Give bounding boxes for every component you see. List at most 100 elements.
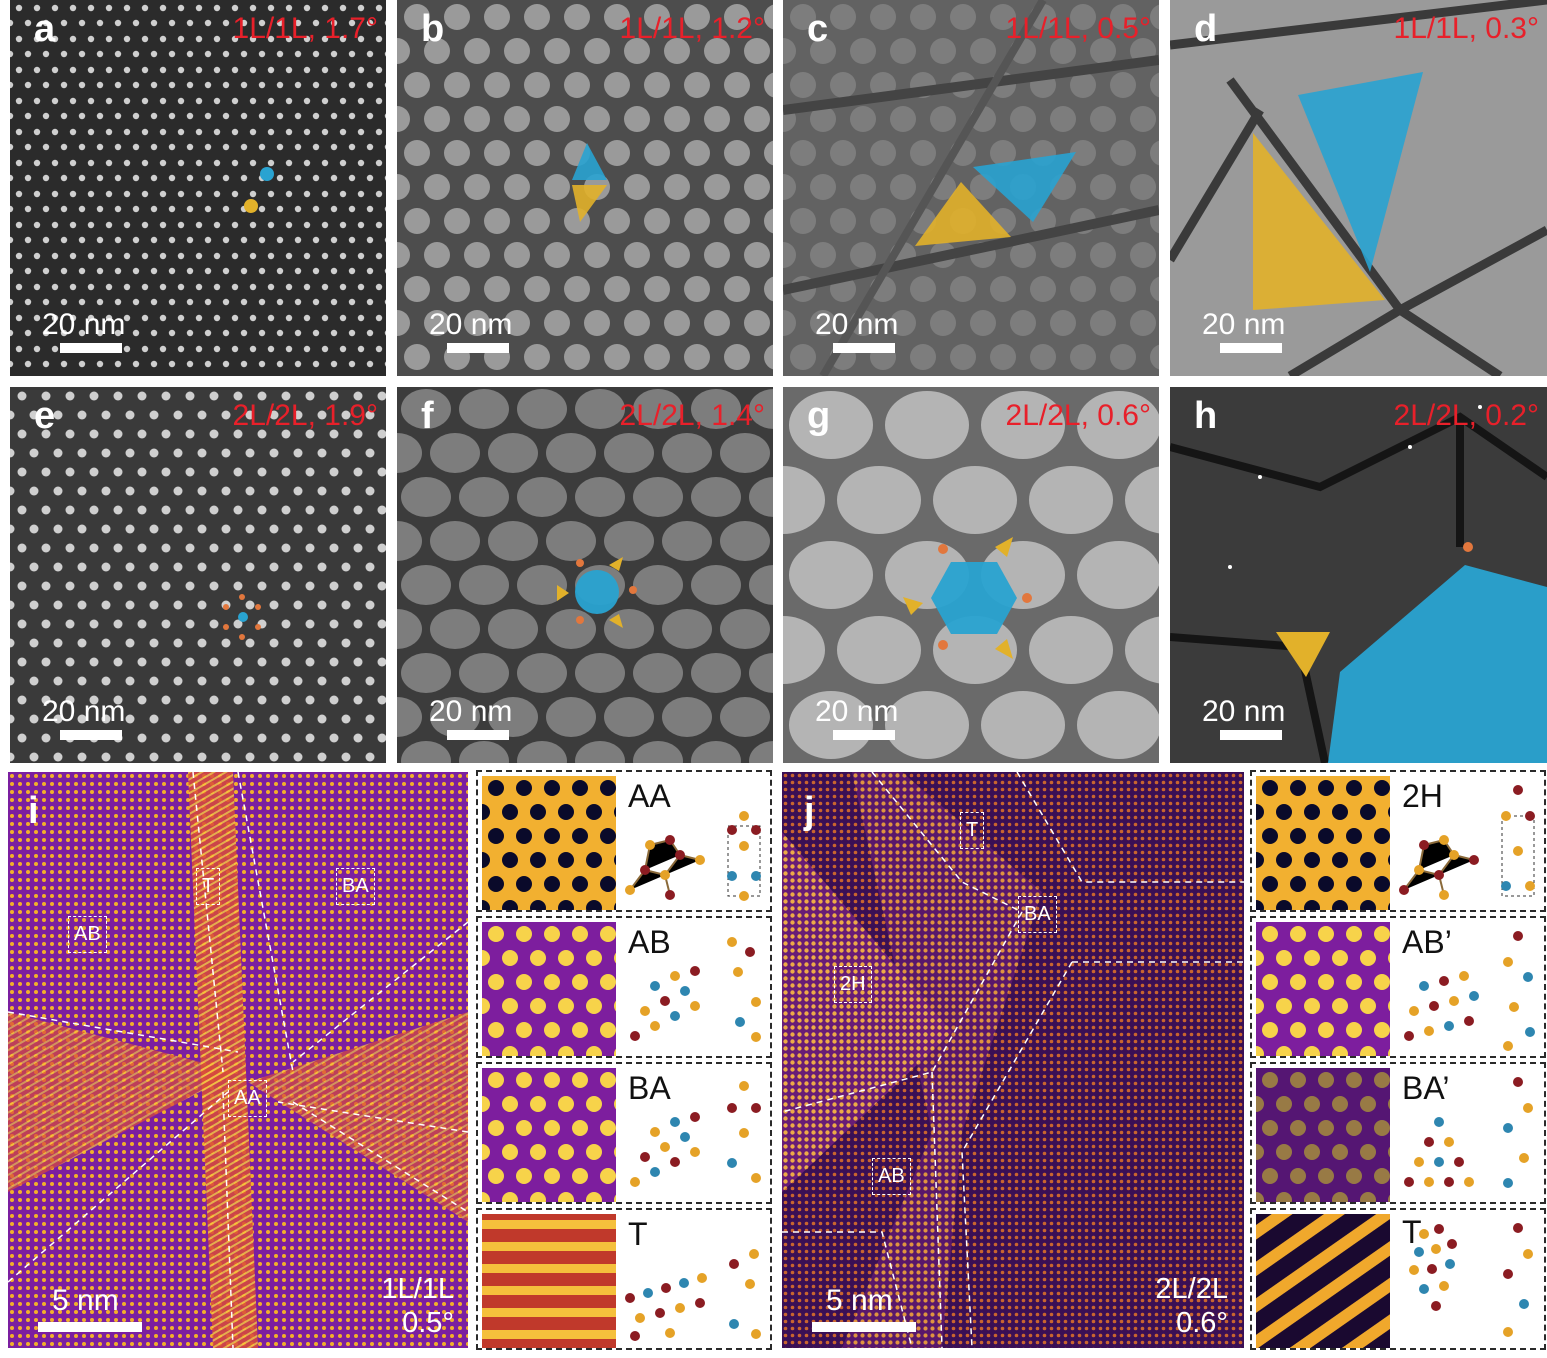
side-view-model bbox=[1503, 1223, 1533, 1337]
stacking-label: AB bbox=[628, 924, 671, 960]
panel-letter: a bbox=[34, 8, 56, 50]
scale-bar bbox=[38, 1322, 142, 1332]
blue-domain-hexagon bbox=[575, 570, 619, 614]
yellow-domain-triangle bbox=[995, 639, 1013, 659]
panel-annotation: 2L/2L, 1.9° bbox=[232, 399, 378, 432]
scale-bar bbox=[812, 1322, 916, 1332]
panel-annotation: 2L/2L, 0.6° bbox=[1005, 399, 1151, 432]
twist-angle: 0.5° bbox=[402, 1307, 454, 1339]
inset-aa: AA bbox=[476, 770, 772, 912]
blue-domain-hexagon bbox=[931, 562, 1017, 634]
scale-bar bbox=[60, 343, 122, 353]
panel-annotation: 1L/1L, 1.7° bbox=[232, 12, 378, 45]
panel-annotation: 1L/1L, 1.2° bbox=[619, 12, 765, 45]
panel-letter: g bbox=[807, 395, 831, 437]
stacking-label: T bbox=[628, 1216, 648, 1252]
inset-image bbox=[482, 1068, 616, 1202]
side-view-model bbox=[1503, 1077, 1533, 1188]
inset-image bbox=[482, 1214, 616, 1348]
yellow-domain-triangle bbox=[557, 585, 569, 601]
yellow-domain-triangle bbox=[903, 597, 923, 615]
scale-bar bbox=[447, 730, 509, 740]
scale-bar bbox=[447, 343, 509, 353]
inset-image bbox=[1256, 1214, 1390, 1348]
vertex-marker bbox=[223, 624, 229, 630]
vertex-marker bbox=[239, 634, 245, 640]
inset-ab-prime: AB’ bbox=[1250, 916, 1546, 1058]
region-label-t: T bbox=[196, 868, 221, 905]
panel-letter: c bbox=[807, 8, 829, 50]
side-view-model bbox=[729, 1249, 761, 1339]
yellow-domain-triangle bbox=[1276, 632, 1330, 677]
blue-domain-marker bbox=[260, 167, 274, 181]
atomic-model bbox=[625, 1273, 707, 1341]
vertex-marker bbox=[576, 559, 584, 567]
panel-annotation: 1L/1L, 0.3° bbox=[1393, 12, 1539, 45]
region-label-ba: BA bbox=[336, 868, 375, 905]
yellow-domain-triangle bbox=[1253, 133, 1385, 310]
panel-h: h 2L/2L, 0.2° 20 nm bbox=[1170, 387, 1547, 763]
panel-a: a 1L/1L, 1.7° 20 nm bbox=[10, 0, 386, 376]
scale-bar-label: 20 nm bbox=[1202, 695, 1286, 728]
vertex-marker bbox=[938, 640, 948, 650]
scale-bar bbox=[60, 730, 122, 740]
stem-image bbox=[10, 387, 386, 763]
scale-bar-label: 20 nm bbox=[815, 695, 899, 728]
inset-ab: AB bbox=[476, 916, 772, 1058]
inset-ba-prime: BA’ bbox=[1250, 1062, 1546, 1204]
panel-annotation: 2L/2L, 1.4° bbox=[619, 399, 765, 432]
stacking-label: BA’ bbox=[1402, 1070, 1450, 1106]
inset-t: T bbox=[476, 1208, 772, 1350]
vertex-marker bbox=[1463, 542, 1473, 552]
stacking-label: AA bbox=[628, 778, 671, 814]
atomic-model bbox=[1404, 1117, 1474, 1187]
side-view-model bbox=[1503, 931, 1535, 1051]
stack-label: 1L/1L bbox=[381, 1273, 454, 1305]
panel-letter: d bbox=[1194, 8, 1218, 50]
inset-image bbox=[482, 922, 616, 1056]
region-label-ab: AB bbox=[68, 916, 107, 953]
panel-letter: b bbox=[421, 8, 445, 50]
panel-j-image: j T BA 2H AB 5 nm 2L/2L 0.6° bbox=[782, 772, 1244, 1348]
vertex-marker bbox=[938, 544, 948, 554]
scale-bar bbox=[833, 730, 895, 740]
panel-annotation: 1L/1L, 0.5° bbox=[1005, 12, 1151, 45]
atomic-model bbox=[625, 835, 705, 900]
scale-bar-label: 20 nm bbox=[42, 695, 126, 728]
panel-letter: i bbox=[28, 790, 39, 832]
vertex-marker bbox=[576, 616, 584, 624]
region-label-ba: BA bbox=[1018, 896, 1057, 933]
stacking-label: T bbox=[1402, 1214, 1422, 1250]
region-label-ab: AB bbox=[872, 1158, 911, 1195]
atomic-model bbox=[1399, 835, 1479, 900]
hrstem-image bbox=[8, 772, 468, 1348]
inset-t-prime: T bbox=[1250, 1208, 1546, 1350]
panel-f: f 2L/2L, 1.4° 20 nm bbox=[397, 387, 773, 763]
panel-letter: h bbox=[1194, 395, 1218, 437]
inset-ba: BA bbox=[476, 1062, 772, 1204]
blue-domain-triangle bbox=[973, 152, 1076, 222]
inset-image bbox=[1256, 1068, 1390, 1202]
scale-bar-label: 20 nm bbox=[1202, 308, 1286, 341]
inset-2h: 2H bbox=[1250, 770, 1546, 912]
vertex-marker bbox=[239, 594, 245, 600]
inset-image bbox=[1256, 922, 1390, 1056]
inset-image bbox=[482, 776, 616, 910]
stacking-label: BA bbox=[628, 1070, 671, 1106]
stacking-label: 2H bbox=[1402, 778, 1443, 814]
vertex-marker bbox=[629, 586, 637, 594]
side-view-model bbox=[727, 937, 761, 1042]
yellow-domain-triangle bbox=[572, 185, 607, 222]
panel-e: e 2L/2L, 1.9° 20 nm bbox=[10, 387, 386, 763]
scale-bar-label: 20 nm bbox=[429, 695, 513, 728]
scale-bar-label: 20 nm bbox=[815, 308, 899, 341]
scale-bar-label: 5 nm bbox=[52, 1284, 119, 1317]
blue-domain-triangle bbox=[572, 143, 607, 180]
vertex-marker bbox=[255, 604, 261, 610]
panel-letter: e bbox=[34, 395, 56, 437]
vertex-marker bbox=[1022, 593, 1032, 603]
yellow-domain-triangle bbox=[609, 557, 623, 571]
panel-d: d 1L/1L, 0.3° 20 nm bbox=[1170, 0, 1547, 376]
panel-letter: f bbox=[421, 395, 434, 437]
yellow-domain-triangle bbox=[609, 614, 623, 628]
